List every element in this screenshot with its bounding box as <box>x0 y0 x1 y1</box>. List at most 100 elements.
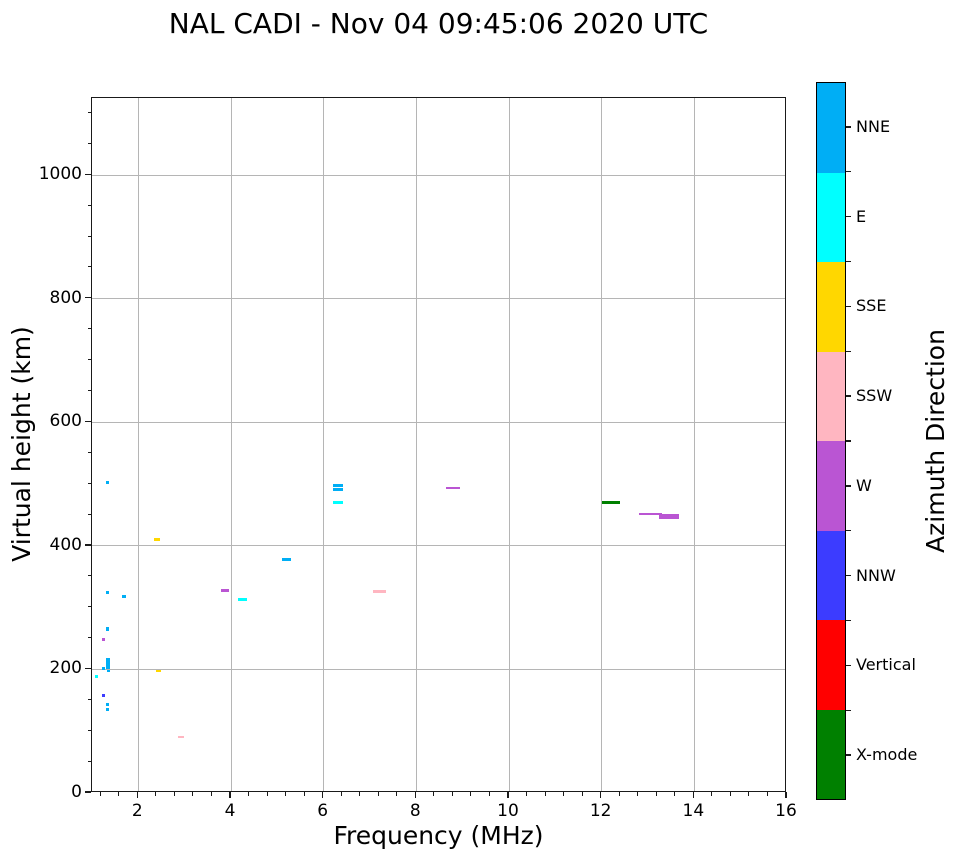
colorbar-tick-label-w: W <box>856 475 872 495</box>
x-tick-16 <box>785 792 787 798</box>
y-minor-tick <box>87 235 91 237</box>
y-minor-tick <box>87 637 91 639</box>
x-tick-6 <box>322 792 324 798</box>
y-tick-label-1000: 1000 <box>38 164 82 185</box>
data-point-sse-13 <box>155 670 161 673</box>
y-minor-tick <box>87 359 91 361</box>
colorbar-tick <box>846 395 851 397</box>
data-point-w-25 <box>659 514 680 520</box>
y-minor-tick <box>87 729 91 731</box>
x-minor-tick <box>266 792 268 796</box>
colorbar-segment-nne <box>817 83 845 173</box>
x-tick-2 <box>136 792 138 798</box>
x-tick-14 <box>692 792 694 798</box>
data-point-sse-12 <box>153 537 160 541</box>
colorbar-segment-sse <box>817 262 845 352</box>
y-tick-1000 <box>85 173 91 175</box>
colorbar-tick <box>846 619 851 622</box>
x-minor-tick <box>655 792 657 796</box>
y-minor-tick <box>87 111 91 113</box>
colorbar-tick-label-e: E <box>856 206 867 226</box>
y-minor-tick <box>87 575 91 577</box>
y-minor-tick <box>87 142 91 144</box>
y-tick-label-400: 400 <box>49 534 82 555</box>
gridline-x-8 <box>415 98 417 791</box>
x-minor-tick <box>618 792 620 796</box>
gridline-y-600 <box>92 421 785 423</box>
x-minor-tick <box>433 792 435 796</box>
x-minor-tick <box>526 792 528 796</box>
y-minor-tick <box>87 698 91 700</box>
data-point-nne-6 <box>101 667 105 671</box>
x-minor-tick <box>488 792 490 796</box>
x-tick-label-8: 8 <box>409 801 421 821</box>
data-point-w-24 <box>639 512 663 515</box>
colorbar-tick <box>846 530 851 532</box>
y-tick-label-800: 800 <box>49 287 82 308</box>
x-minor-tick <box>674 792 676 796</box>
colorbar-tick <box>846 485 851 487</box>
x-minor-tick <box>303 792 305 796</box>
x-tick-label-2: 2 <box>131 801 143 821</box>
colorbar-tick <box>846 440 851 442</box>
y-minor-tick <box>87 328 91 330</box>
x-minor-tick <box>711 792 713 796</box>
data-point-ssw-14 <box>178 736 185 739</box>
colorbar <box>816 82 846 800</box>
gridline-x-2 <box>137 98 139 791</box>
x-minor-tick <box>99 792 101 796</box>
x-minor-tick <box>285 792 287 796</box>
data-point-nne-0 <box>105 480 109 484</box>
data-point-x-mode-23 <box>601 500 620 504</box>
x-minor-tick <box>359 792 361 796</box>
data-point-nne-2 <box>121 595 126 599</box>
colorbar-tick <box>846 664 851 667</box>
colorbar-label: Azimuth Direction <box>921 329 950 553</box>
data-point-nne-11 <box>106 708 110 712</box>
gridline-x-6 <box>323 98 325 791</box>
x-minor-tick <box>192 792 194 796</box>
x-tick-10 <box>507 792 509 798</box>
data-point-e-20 <box>333 501 344 505</box>
colorbar-tick <box>846 709 851 711</box>
colorbar-tick-label-nne: NNE <box>856 116 891 136</box>
x-minor-tick <box>173 792 175 796</box>
y-tick-0 <box>85 791 91 793</box>
gridline-x-12 <box>601 98 603 791</box>
data-point-nnw-9 <box>101 693 105 697</box>
colorbar-tick <box>846 260 851 263</box>
data-point-e-8 <box>95 675 99 679</box>
colorbar-tick-label-ssw: SSW <box>856 386 893 406</box>
y-tick-600 <box>85 420 91 422</box>
colorbar-segment-vertical <box>817 620 845 710</box>
x-minor-tick <box>340 792 342 796</box>
y-minor-tick <box>87 266 91 268</box>
x-minor-tick <box>766 792 768 796</box>
x-minor-tick <box>544 792 546 796</box>
x-minor-tick <box>563 792 565 796</box>
y-minor-tick <box>87 389 91 391</box>
y-minor-tick <box>87 482 91 484</box>
gridline-y-200 <box>92 668 785 670</box>
colorbar-tick <box>846 350 851 352</box>
data-point-nne-5 <box>105 657 110 669</box>
x-minor-tick <box>729 792 731 796</box>
colorbar-segment-w <box>817 441 845 531</box>
data-point-nne-10 <box>106 703 110 707</box>
y-minor-tick <box>87 606 91 608</box>
data-point-nne-18 <box>333 483 344 487</box>
x-tick-label-6: 6 <box>317 801 329 821</box>
data-point-nne-7 <box>107 670 111 673</box>
data-point-w-22 <box>445 486 460 489</box>
x-minor-tick <box>581 792 583 796</box>
data-point-nne-19 <box>333 488 344 492</box>
y-tick-800 <box>85 297 91 299</box>
y-minor-tick <box>87 513 91 515</box>
colorbar-segment-ssw <box>817 351 845 441</box>
gridline-y-400 <box>92 545 785 547</box>
x-minor-tick <box>637 792 639 796</box>
gridline-y-800 <box>92 298 785 300</box>
data-point-w-4 <box>101 638 105 642</box>
chart-title: NAL CADI - Nov 04 09:45:06 2020 UTC <box>168 7 709 40</box>
